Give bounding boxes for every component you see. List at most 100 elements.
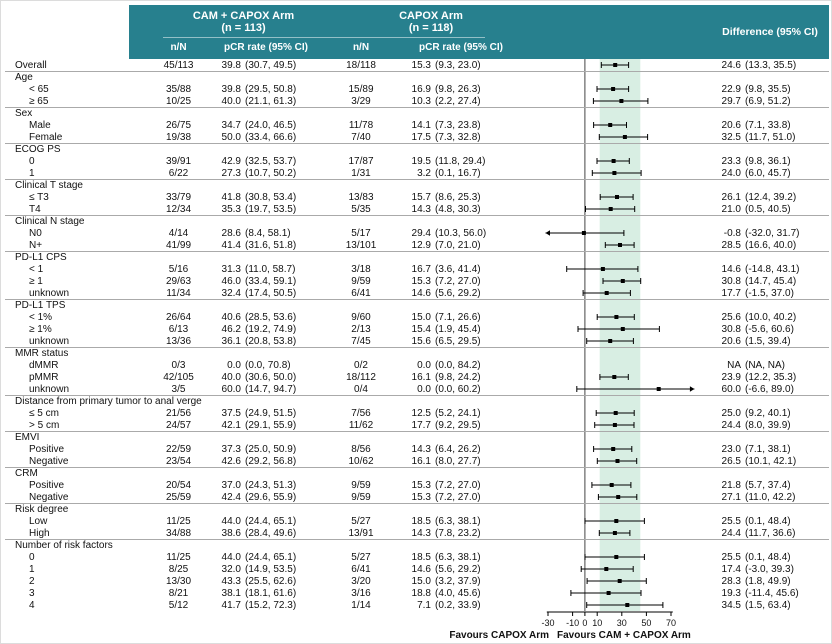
arm2-pcr-column-header: pCR rate (95% CI) xyxy=(419,42,503,53)
data-row: ≥ 1 29/63 46.0 (33.4, 59.1) 9/59 15.3 (7.2, 27… xyxy=(5,275,829,287)
forest-plot-lane xyxy=(531,59,711,71)
figure-content: CAM + CAPOX Arm (n = 113) CAPOX Arm (n =… xyxy=(5,5,829,643)
arm2-n-of-N: 10/62 xyxy=(348,455,374,467)
forest-plot-lane xyxy=(531,575,711,587)
arm1-pcr-rate: 43.3 (25.5, 62.6) xyxy=(221,575,297,587)
data-row: Positive 20/54 37.0 (24.3, 51.3) 9/59 15.3 (7.… xyxy=(5,479,829,491)
data-row: 1 6/22 27.3 (10.7, 50.2) 1/31 3.2 (0.1, 16.7) 2… xyxy=(5,167,829,179)
arm1-pcr-rate: 37.5 (24.9, 51.5) xyxy=(221,407,297,419)
forest-plot-lane xyxy=(531,396,711,407)
arm1-pcr-rate: 41.8 (30.8, 53.4) xyxy=(221,191,297,203)
data-row: Low 11/25 44.0 (24.4, 65.1) 5/27 18.5 (6.3, 38… xyxy=(5,515,829,527)
forest-plot-cell xyxy=(584,180,641,191)
forest-plot-lane xyxy=(531,443,711,455)
arm2-header: CAPOX Arm (n = 118) xyxy=(331,10,531,34)
difference-value: -0.8 (-32.0, 31.7) xyxy=(723,227,800,239)
difference-value: 30.8 (14.7, 45.4) xyxy=(721,275,797,287)
subgroup-label: Clinical N stage xyxy=(15,216,85,227)
row-label: Overall xyxy=(15,59,47,71)
subgroup-label: Distance from primary tumor to anal verg… xyxy=(15,396,202,407)
svg-text:-30: -30 xyxy=(541,618,554,628)
row-label: T4 xyxy=(29,203,41,215)
point-estimate-marker xyxy=(614,315,619,319)
arm2-n-of-N: 15/89 xyxy=(348,83,374,95)
forest-plot-cell xyxy=(576,383,695,395)
difference-value: 25.6 (10.0, 40.2) xyxy=(721,311,797,323)
arm2-n-of-N: 7/45 xyxy=(351,335,371,347)
data-row: unknown 11/34 32.4 (17.4, 50.5) 6/41 14.6 (5.6… xyxy=(5,287,829,299)
forest-plot-lane xyxy=(531,191,711,203)
point-estimate-marker xyxy=(604,567,609,571)
row-label: 0 xyxy=(29,551,35,563)
data-row: N+ 41/99 41.4 (31.6, 51.8) 13/101 12.9 (7.0, 2… xyxy=(5,239,829,251)
arm1-n-of-N: 6/13 xyxy=(168,323,189,335)
arm1-pcr-rate: 39.8 (30.7, 49.5) xyxy=(221,59,297,71)
point-estimate-marker xyxy=(608,207,613,211)
arm2-pcr-rate: 18.5 (6.3, 38.1) xyxy=(411,515,481,527)
arm1-n-of-N: 11/34 xyxy=(166,287,191,299)
subgroup-label: Age xyxy=(15,72,33,83)
subgroup-label: PD-L1 TPS xyxy=(15,300,66,311)
arm1-n-of-N: 20/54 xyxy=(165,479,192,491)
arm1-pcr-rate: 46.2 (19.2, 74.9) xyxy=(221,323,297,335)
header-separator-line xyxy=(163,37,485,38)
arm1-n-of-N: 11/25 xyxy=(166,515,191,527)
forest-plot-lane xyxy=(531,491,711,503)
arm2-n-of-N: 3/20 xyxy=(351,575,371,587)
row-label: < 1 xyxy=(29,263,44,275)
row-label: 1 xyxy=(29,167,35,179)
forest-plot-lane xyxy=(531,468,711,479)
forest-plot-cell xyxy=(584,443,641,455)
arm1-pcr-rate: 32.0 (14.9, 53.5) xyxy=(221,563,297,575)
forest-plot-cell xyxy=(570,587,642,599)
forest-plot-cell xyxy=(584,72,641,83)
arm2-n-of-N: 5/35 xyxy=(351,203,371,215)
arm1-n-of-N: 25/59 xyxy=(165,491,192,503)
arm1-pcr-rate: 34.7 (24.0, 46.5) xyxy=(221,119,297,131)
forest-plot-cell xyxy=(584,432,641,443)
forest-plot-cell xyxy=(584,275,642,287)
arm1-pcr-rate: 37.3 (25.0, 50.9) xyxy=(221,443,297,455)
forest-plot-lane xyxy=(531,239,711,251)
forest-plot-cell xyxy=(584,348,641,359)
forest-plot-lane xyxy=(531,203,711,215)
arm1-n-of-N: 4/14 xyxy=(168,227,189,239)
row-label: 1 xyxy=(29,563,35,575)
row-label: 0 xyxy=(29,155,35,167)
difference-value: 25.5 (0.1, 48.4) xyxy=(721,551,791,563)
arm2-pcr-rate: 15.3 (7.2, 27.0) xyxy=(411,275,481,287)
forest-plot-lane xyxy=(531,119,711,131)
forest-plot-lane xyxy=(531,83,711,95)
forest-plot-lane xyxy=(531,252,711,263)
arm2-n-of-N: 2/13 xyxy=(351,323,371,335)
subgroup-label: ECOG PS xyxy=(15,144,61,155)
data-row: 3 8/21 38.1 (18.1, 61.6) 3/16 18.8 (4.0, 45.6)… xyxy=(5,587,829,599)
svg-text:50: 50 xyxy=(641,618,651,628)
arm2-pcr-rate: 15.7 (8.6, 25.3) xyxy=(411,191,481,203)
row-label: unknown xyxy=(29,335,70,347)
point-estimate-marker xyxy=(615,459,620,463)
data-row: Negative 25/59 42.4 (29.6, 55.9) 9/59 15.3 (7.… xyxy=(5,491,829,503)
arm1-pcr-rate: 41.7 (15.2, 72.3) xyxy=(221,599,297,611)
svg-text:0: 0 xyxy=(582,618,587,628)
svg-text:30: 30 xyxy=(617,618,627,628)
arm1-n-of-N: 22/59 xyxy=(165,443,192,455)
forest-plot-lane xyxy=(531,300,711,311)
data-row: ≥ 65 10/25 40.0 (21.1, 61.3) 3/29 10.3 (2.2, 2… xyxy=(5,95,829,107)
forest-plot-cell xyxy=(584,144,641,155)
forest-plot-cell xyxy=(584,599,664,611)
difference-value: 24.0 (6.0, 45.7) xyxy=(721,167,791,179)
ci-right-arrow xyxy=(689,386,695,392)
arm1-pcr-rate: 28.6 (8.4, 58.1) xyxy=(221,227,291,239)
subgroup-header-row: Age xyxy=(5,71,829,83)
arm1-n-of-N: 26/64 xyxy=(165,311,192,323)
data-row: N0 4/14 28.6 (8.4, 58.1) 5/17 29.4 (10.3, 56.0… xyxy=(5,227,829,239)
difference-value: 28.3 (1.8, 49.9) xyxy=(721,575,791,587)
forest-plot-lane xyxy=(531,551,711,563)
forest-plot-cell xyxy=(584,371,641,383)
arm1-n-of-N: 3/5 xyxy=(171,383,186,395)
forest-plot-lane xyxy=(531,227,711,239)
forest-plot-lane xyxy=(531,167,711,179)
row-label: unknown xyxy=(29,383,70,395)
difference-value: 30.8 (-5.6, 60.6) xyxy=(721,323,794,335)
